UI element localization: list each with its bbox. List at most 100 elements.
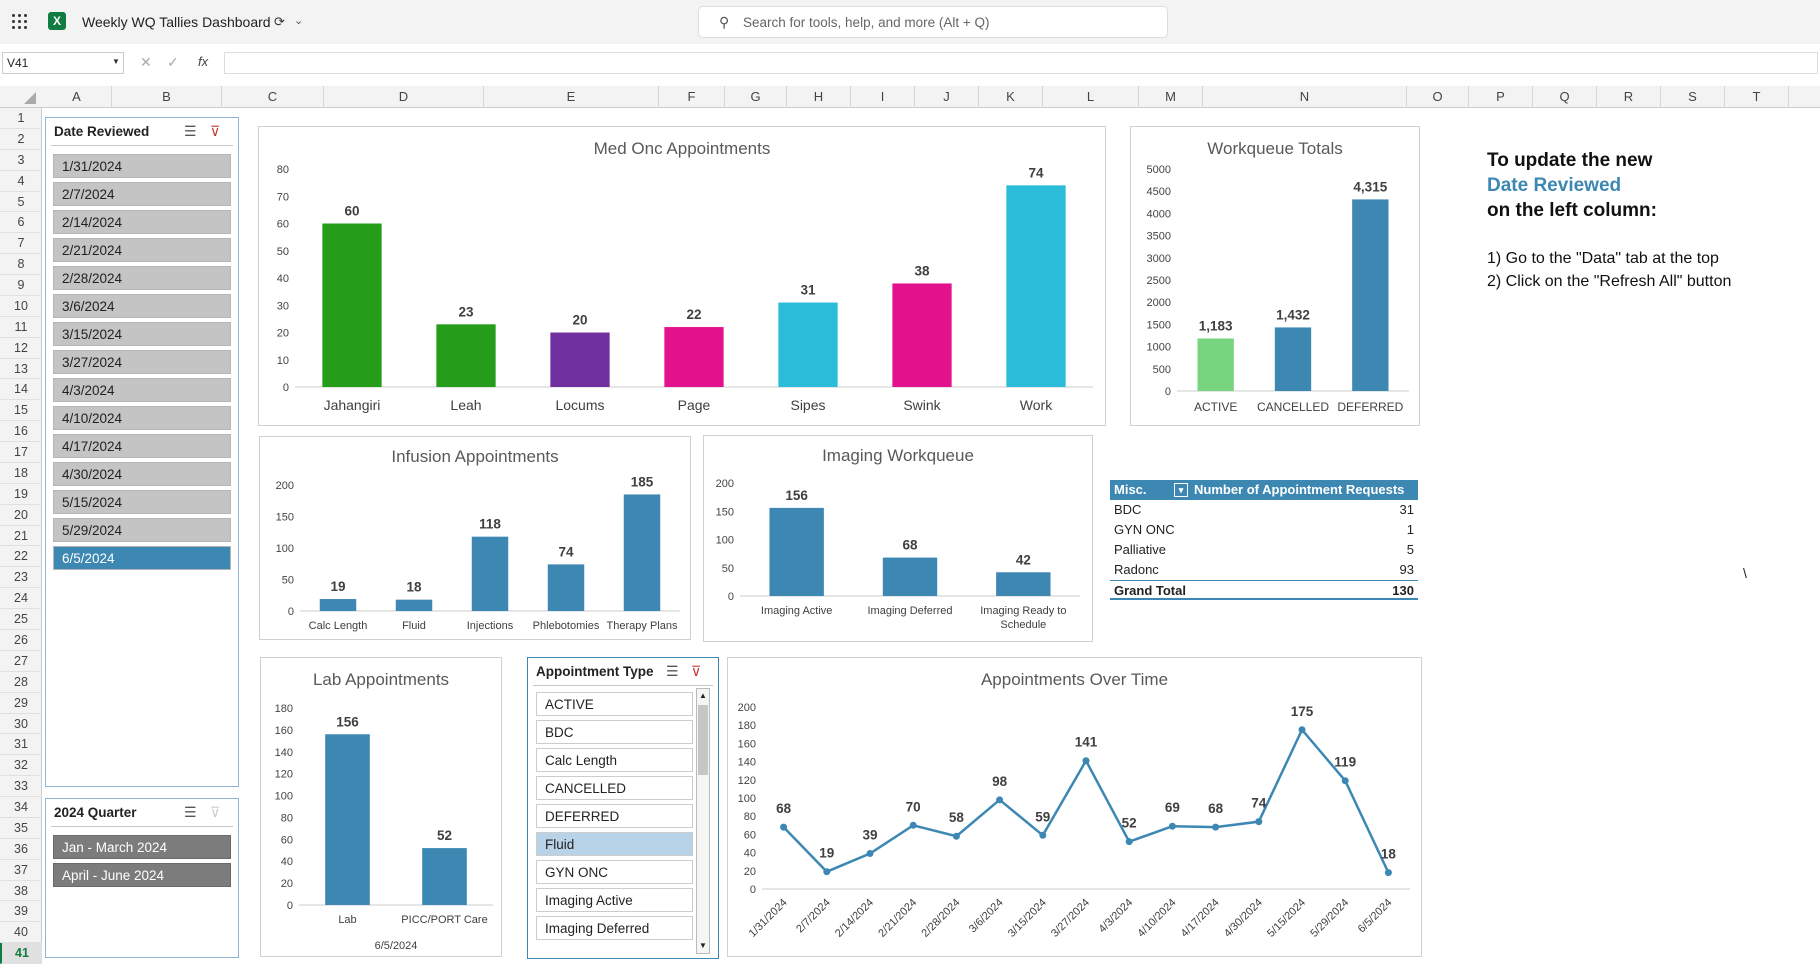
bar[interactable] <box>1274 327 1312 391</box>
document-title[interactable]: Weekly WQ Tallies Dashboard <box>82 14 271 30</box>
bar[interactable] <box>892 283 952 387</box>
data-point[interactable] <box>1384 869 1392 877</box>
row-header-36[interactable]: 36 <box>0 839 42 860</box>
row-header-24[interactable]: 24 <box>0 588 42 610</box>
bar[interactable] <box>1006 185 1066 387</box>
slicer-item[interactable]: 2/7/2024 <box>53 182 231 206</box>
bar[interactable] <box>422 848 467 905</box>
row-header-31[interactable]: 31 <box>0 734 42 756</box>
row-header-23[interactable]: 23 <box>0 567 42 589</box>
data-point[interactable] <box>1255 818 1263 826</box>
row-header-11[interactable]: 11 <box>0 317 42 338</box>
column-header-b[interactable]: B <box>112 86 222 108</box>
data-point[interactable] <box>1212 823 1220 831</box>
slicer-item[interactable]: 3/27/2024 <box>53 350 231 374</box>
clear-filter-icon[interactable]: ⊽ <box>691 663 702 679</box>
search-box[interactable]: ⚲ Search for tools, help, and more (Alt … <box>698 6 1168 38</box>
row-header-8[interactable]: 8 <box>0 254 42 276</box>
row-header-28[interactable]: 28 <box>0 672 42 693</box>
row-header-25[interactable]: 25 <box>0 609 42 630</box>
data-point[interactable] <box>1168 822 1176 830</box>
bar[interactable] <box>623 494 661 611</box>
cancel-icon[interactable]: ✕ <box>140 54 152 70</box>
row-header-15[interactable]: 15 <box>0 400 42 422</box>
app-launcher-icon[interactable] <box>12 14 28 30</box>
column-header-o[interactable]: O <box>1407 86 1469 108</box>
column-header-g[interactable]: G <box>725 86 787 108</box>
row-header-17[interactable]: 17 <box>0 442 42 463</box>
bar[interactable] <box>550 332 610 388</box>
slicer-item[interactable]: 1/31/2024 <box>53 154 231 178</box>
chevron-down-icon[interactable]: ▼ <box>112 57 120 66</box>
chevron-down-icon[interactable]: ⌄ <box>294 15 304 27</box>
data-point[interactable] <box>1341 777 1349 785</box>
bar[interactable] <box>436 324 496 387</box>
row-header-2[interactable]: 2 <box>0 129 42 150</box>
column-header-j[interactable]: J <box>915 86 979 108</box>
row-header-21[interactable]: 21 <box>0 526 42 547</box>
row-header-29[interactable]: 29 <box>0 693 42 714</box>
scroll-down-icon[interactable]: ▼ <box>699 941 707 950</box>
bar[interactable] <box>882 557 938 596</box>
data-point[interactable] <box>1298 726 1306 734</box>
row-header-33[interactable]: 33 <box>0 776 42 798</box>
clear-filter-icon[interactable]: ⊽ <box>210 804 221 820</box>
data-point[interactable] <box>996 796 1004 804</box>
column-header-e[interactable]: E <box>484 86 659 108</box>
med-onc-chart[interactable]: Med Onc Appointments 0 10 20 30 40 50 60 70 80 60… <box>258 126 1106 426</box>
bar[interactable] <box>395 599 433 611</box>
data-point[interactable] <box>780 823 788 831</box>
bar[interactable] <box>547 564 585 611</box>
slicer-item[interactable]: 2/28/2024 <box>53 266 231 290</box>
row-header-12[interactable]: 12 <box>0 338 42 359</box>
bar[interactable] <box>1197 338 1234 391</box>
row-header-3[interactable]: 3 <box>0 150 42 171</box>
slicer-item[interactable]: 6/5/2024 <box>53 546 231 570</box>
column-header-i[interactable]: I <box>851 86 915 108</box>
row-header-30[interactable]: 30 <box>0 714 42 735</box>
bar[interactable] <box>996 572 1051 596</box>
bar[interactable] <box>1352 199 1389 391</box>
slicer-item[interactable]: Imaging Deferred <box>536 916 693 940</box>
row-header-4[interactable]: 4 <box>0 171 42 192</box>
row-header-26[interactable]: 26 <box>0 630 42 651</box>
data-point[interactable] <box>1039 831 1047 839</box>
row-header-10[interactable]: 10 <box>0 296 42 317</box>
column-header-n[interactable]: N <box>1203 86 1407 108</box>
function-icon[interactable]: fx <box>198 54 209 69</box>
slicer-item[interactable]: April - June 2024 <box>53 863 231 887</box>
data-point[interactable] <box>866 850 874 858</box>
imaging-chart[interactable]: Imaging Workqueue 0 50 100 150 200 156 Imaging… <box>703 435 1093 642</box>
row-header-22[interactable]: 22 <box>0 546 42 568</box>
saved-status-icon[interactable]: ⟳ <box>274 14 285 29</box>
bar[interactable] <box>769 507 824 596</box>
bar[interactable] <box>319 599 357 611</box>
column-header-l[interactable]: L <box>1043 86 1139 108</box>
slicer-item[interactable]: 3/15/2024 <box>53 322 231 346</box>
workqueue-totals-chart[interactable]: Workqueue Totals 0 500 1000 1500 2000 2500 300… <box>1130 126 1420 426</box>
data-point[interactable] <box>823 868 831 876</box>
slicer-item[interactable]: 2/21/2024 <box>53 238 231 262</box>
formula-input[interactable] <box>224 52 1818 74</box>
row-header-6[interactable]: 6 <box>0 212 42 234</box>
slicer-item[interactable]: Imaging Active <box>536 888 693 912</box>
slicer-item[interactable]: 5/29/2024 <box>53 518 231 542</box>
slicer-item[interactable]: Calc Length <box>536 748 693 772</box>
slicer-item[interactable]: 4/3/2024 <box>53 378 231 402</box>
row-header-34[interactable]: 34 <box>0 797 42 818</box>
row-header-39[interactable]: 39 <box>0 901 42 923</box>
select-all-corner[interactable] <box>0 86 42 108</box>
row-header-1[interactable]: 1 <box>0 108 42 129</box>
column-header-k[interactable]: K <box>979 86 1043 108</box>
filter-icon[interactable]: ▾ <box>1174 483 1188 497</box>
row-header-19[interactable]: 19 <box>0 484 42 505</box>
appointments-over-time-chart[interactable]: Appointments Over Time 0 20 40 60 80 100 120 14… <box>727 657 1422 957</box>
confirm-icon[interactable]: ✓ <box>167 54 179 70</box>
name-box[interactable]: V41 <box>2 52 124 74</box>
column-header-p[interactable]: P <box>1469 86 1533 108</box>
worksheet[interactable]: Date Reviewed ☰ ⊽ 1/31/2024 2/7/2024 2/14/… <box>42 108 1820 964</box>
slicer-item[interactable]: DEFERRED <box>536 804 693 828</box>
slicer-item[interactable]: ACTIVE <box>536 692 693 716</box>
row-header-40[interactable]: 40 <box>0 922 42 944</box>
row-header-7[interactable]: 7 <box>0 233 42 255</box>
